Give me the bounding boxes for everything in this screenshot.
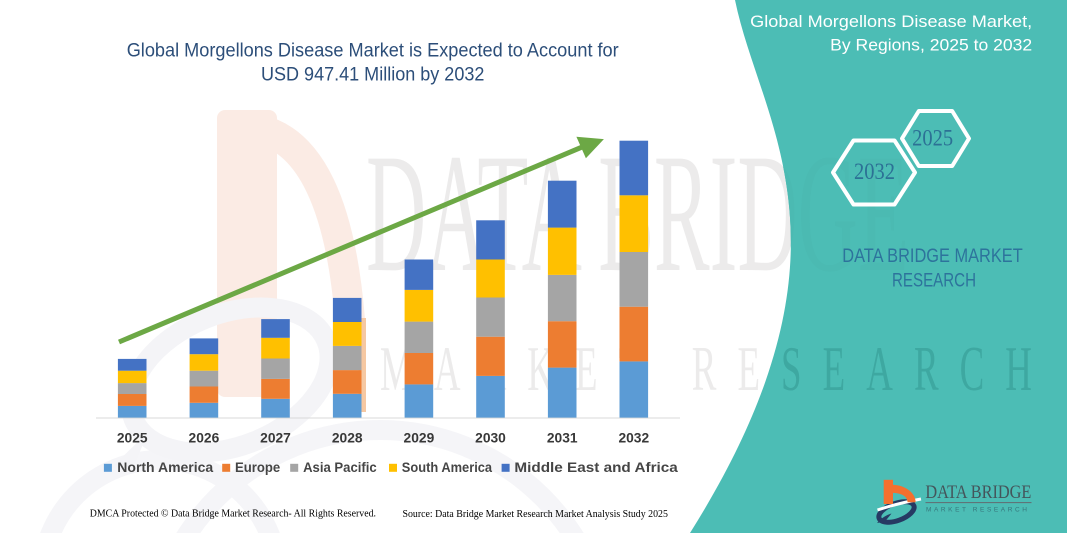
svg-text:2030: 2030 — [475, 430, 506, 445]
svg-text:DATA BRIDGE: DATA BRIDGE — [925, 483, 1031, 503]
svg-text:DMCA Protected © Data Bridge M: DMCA Protected © Data Bridge Market Rese… — [90, 508, 376, 520]
svg-text:2026: 2026 — [189, 430, 220, 445]
svg-text:MARKET RESEARCH: MARKET RESEARCH — [926, 507, 1030, 514]
svg-text:2032: 2032 — [854, 159, 895, 185]
svg-text:2031: 2031 — [547, 430, 578, 445]
svg-text:2032: 2032 — [618, 430, 649, 445]
svg-text:RESEARCH: RESEARCH — [892, 271, 976, 292]
svg-text:Global Morgellons Disease Mark: Global Morgellons Disease Market is Expe… — [127, 41, 620, 62]
svg-text:2029: 2029 — [404, 430, 435, 445]
svg-text:By Regions, 2025 to 2032: By Regions, 2025 to 2032 — [830, 36, 1032, 55]
svg-text:2027: 2027 — [260, 430, 291, 445]
svg-text:Asia Pacific: Asia Pacific — [303, 460, 377, 475]
svg-text:Europe: Europe — [235, 460, 281, 475]
svg-text:North America: North America — [117, 460, 213, 475]
svg-text:2025: 2025 — [117, 430, 148, 445]
svg-text:USD 947.41 Million by 2032: USD 947.41 Million by 2032 — [261, 65, 484, 86]
svg-text:South America: South America — [402, 460, 493, 475]
svg-text:Middle East and Africa: Middle East and Africa — [514, 460, 678, 475]
svg-text:Global Morgellons Disease Mark: Global Morgellons Disease Market, — [750, 12, 1032, 31]
svg-text:Source: Data Bridge Market Res: Source: Data Bridge Market Research Mark… — [403, 508, 669, 520]
svg-text:2025: 2025 — [912, 126, 953, 152]
svg-text:2028: 2028 — [332, 430, 363, 445]
svg-text:DATA BRIDGE MARKET: DATA BRIDGE MARKET — [842, 246, 1023, 267]
